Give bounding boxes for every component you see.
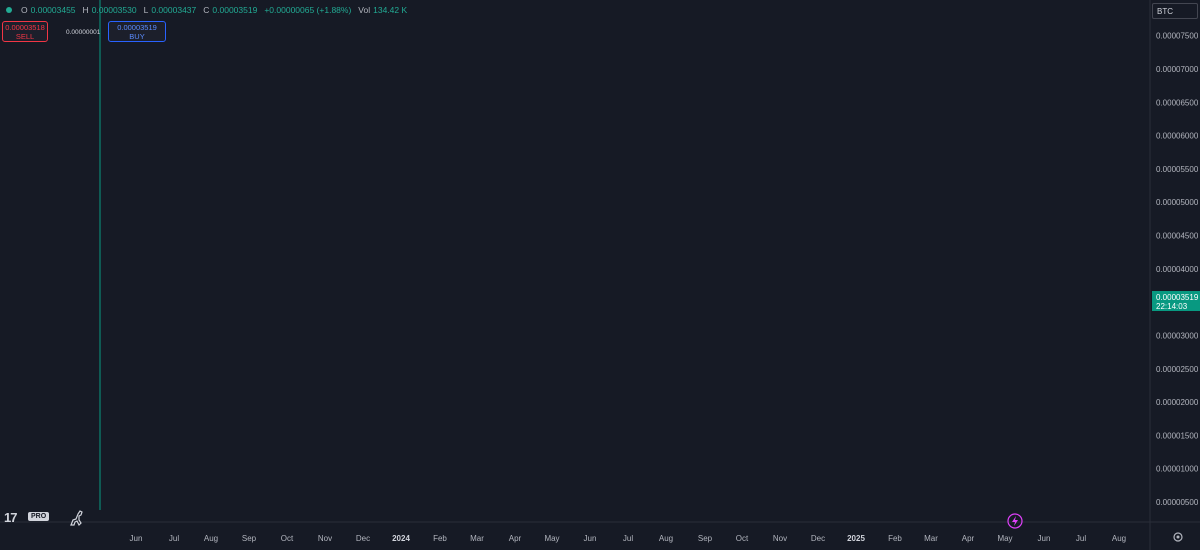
x-tick-label: Jul — [623, 534, 633, 543]
x-tick-label: Jun — [584, 534, 597, 543]
sell-button[interactable]: 0.00003518 SELL — [2, 21, 48, 42]
last-price: 0.00003519 — [1156, 293, 1199, 302]
y-tick-label: 0.00006000 — [1156, 132, 1199, 141]
y-tick-label: 0.00001000 — [1156, 465, 1199, 474]
x-tick-label: Aug — [1112, 534, 1126, 543]
y-tick-label: 0.00006500 — [1156, 98, 1199, 107]
close-value: 0.00003519 — [212, 5, 258, 15]
dino-icon[interactable] — [68, 509, 86, 527]
y-axis-ticks: 0.00007500 0.00007000 0.00006500 0.00006000… — [1156, 32, 1199, 507]
x-tick-label: Apr — [509, 534, 522, 543]
lightning-icon[interactable] — [1007, 513, 1023, 529]
spread-value: 0.00000001 — [66, 29, 101, 36]
change-value: +0.00000065 (+1.88%) — [264, 5, 352, 15]
x-tick-label: Oct — [736, 534, 749, 543]
y-tick-label: 0.00007000 — [1156, 65, 1199, 74]
close-key: C — [203, 5, 210, 15]
pro-badge: PRO — [28, 512, 50, 521]
currency-selector[interactable]: BTC — [1152, 3, 1198, 19]
high-key: H — [82, 5, 89, 15]
sell-price: 0.00003518 — [5, 23, 45, 32]
low-value: 0.00003437 — [151, 5, 197, 15]
x-tick-label: Nov — [773, 534, 787, 543]
x-tick-label: May — [544, 534, 559, 543]
sell-label: SELL — [15, 32, 35, 41]
x-tick-label: Jul — [169, 534, 179, 543]
x-tick-label: Oct — [281, 534, 294, 543]
open-value: 0.00003455 — [30, 5, 76, 15]
x-tick-label: Dec — [356, 534, 370, 543]
x-tick-label: Feb — [433, 534, 447, 543]
x-tick-label: 2024 — [392, 534, 410, 543]
x-tick-label: Jun — [1038, 534, 1051, 543]
volume-key: Vol — [358, 5, 371, 15]
x-tick-label: Aug — [204, 534, 218, 543]
x-tick-label: Jul — [1076, 534, 1086, 543]
high-value: 0.00003530 — [91, 5, 137, 15]
buy-button[interactable]: 0.00003519 BUY — [108, 21, 166, 42]
y-tick-label: 0.00002500 — [1156, 365, 1199, 374]
market-status-dot — [6, 7, 12, 13]
y-tick-label: 0.00002000 — [1156, 398, 1199, 407]
y-tick-label: 0.00005000 — [1156, 198, 1199, 207]
buy-label: BUY — [129, 32, 145, 41]
x-tick-label: Sep — [242, 534, 257, 543]
y-tick-label: 0.00001500 — [1156, 431, 1199, 440]
ohlc-legend: O 0.00003455 H 0.00003530 L 0.00003437 C… — [6, 5, 411, 15]
y-tick-label: 0.00005500 — [1156, 165, 1199, 174]
x-tick-label: Mar — [924, 534, 938, 543]
x-tick-label: Apr — [962, 534, 975, 543]
y-tick-label: 0.00004500 — [1156, 232, 1199, 241]
y-tick-label: 0.00000500 — [1156, 498, 1199, 507]
x-tick-label: Nov — [318, 534, 332, 543]
bar-countdown: 22:14:03 — [1156, 302, 1188, 311]
x-tick-label: Feb — [888, 534, 902, 543]
candles-layer — [99, 0, 101, 510]
buy-price: 0.00003519 — [117, 23, 157, 32]
x-tick-label: Sep — [698, 534, 713, 543]
tradingview-logo[interactable]: 17 — [4, 510, 18, 525]
x-axis-ticks: Jun Jul Aug Sep Oct Nov Dec 2024 Feb Mar Apr May Jun… — [130, 534, 1127, 543]
open-key: O — [21, 5, 28, 15]
x-tick-label: May — [997, 534, 1012, 543]
low-key: L — [143, 5, 149, 15]
x-tick-label: Aug — [659, 534, 673, 543]
y-tick-label: 0.00007500 — [1156, 32, 1199, 41]
last-price-tag: 0.00003519 22:14:03 — [1152, 291, 1200, 311]
x-tick-label: 2025 — [847, 534, 865, 543]
y-tick-label: 0.00003000 — [1156, 331, 1199, 340]
x-tick-label: Jun — [130, 534, 143, 543]
x-tick-label: Dec — [811, 534, 825, 543]
gear-icon[interactable] — [1172, 531, 1184, 543]
x-tick-label: Mar — [470, 534, 484, 543]
y-tick-label: 0.00004000 — [1156, 265, 1199, 274]
volume-value: 134.42 K — [373, 5, 408, 15]
